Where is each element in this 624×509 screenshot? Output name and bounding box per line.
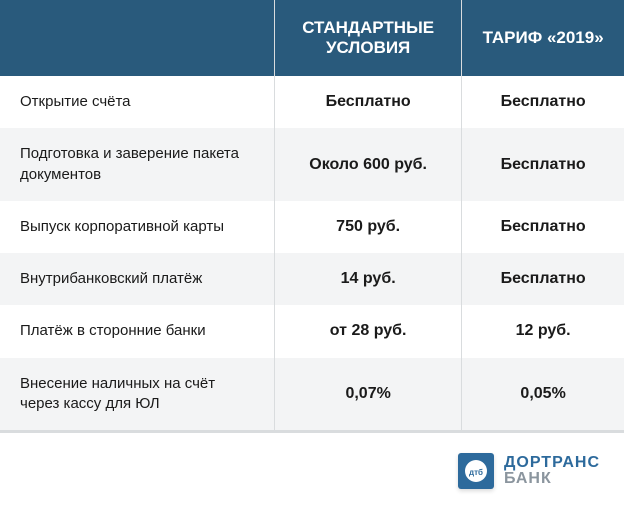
row-std-value: Около 600 руб. (275, 128, 462, 201)
logo-badge-icon: дтб (458, 453, 494, 489)
logo-line-2: БАНК (504, 471, 600, 487)
header-tariff-2019: ТАРИФ «2019» (462, 0, 624, 76)
table-row: Выпуск корпоративной карты 750 руб. Бесп… (0, 201, 624, 253)
row-2019-value: Бесплатно (462, 201, 624, 253)
table-header-row: СТАНДАРТНЫЕ УСЛОВИЯ ТАРИФ «2019» (0, 0, 624, 76)
table-row: Подготовка и заверение пакета документов… (0, 128, 624, 201)
row-std-value: 0,07% (275, 358, 462, 432)
header-standard: СТАНДАРТНЫЕ УСЛОВИЯ (275, 0, 462, 76)
row-std-value: 14 руб. (275, 253, 462, 305)
footer: дтб ДОРТРАНС БАНК (0, 433, 624, 509)
row-label: Открытие счёта (0, 76, 275, 128)
table-row: Внесение наличных на счёт через кассу дл… (0, 358, 624, 432)
row-std-value: Бесплатно (275, 76, 462, 128)
row-label: Выпуск корпоративной карты (0, 201, 275, 253)
row-label: Платёж в сторонние банки (0, 305, 275, 357)
row-std-value: от 28 руб. (275, 305, 462, 357)
table-row: Внутрибанковский платёж 14 руб. Бесплатн… (0, 253, 624, 305)
logo-text: ДОРТРАНС БАНК (504, 455, 600, 487)
row-label: Подготовка и заверение пакета документов (0, 128, 275, 201)
table-row: Платёж в сторонние банки от 28 руб. 12 р… (0, 305, 624, 357)
tariff-comparison-table: СТАНДАРТНЫЕ УСЛОВИЯ ТАРИФ «2019» Открыти… (0, 0, 624, 433)
row-2019-value: Бесплатно (462, 253, 624, 305)
row-2019-value: Бесплатно (462, 128, 624, 201)
row-2019-value: Бесплатно (462, 76, 624, 128)
header-empty (0, 0, 275, 76)
logo-line-1: ДОРТРАНС (504, 455, 600, 471)
row-label: Внутрибанковский платёж (0, 253, 275, 305)
logo-badge-text: дтб (469, 468, 483, 477)
row-label: Внесение наличных на счёт через кассу дл… (0, 358, 275, 432)
row-2019-value: 0,05% (462, 358, 624, 432)
row-2019-value: 12 руб. (462, 305, 624, 357)
table-row: Открытие счёта Бесплатно Бесплатно (0, 76, 624, 128)
table-body: Открытие счёта Бесплатно Бесплатно Подго… (0, 76, 624, 432)
row-std-value: 750 руб. (275, 201, 462, 253)
